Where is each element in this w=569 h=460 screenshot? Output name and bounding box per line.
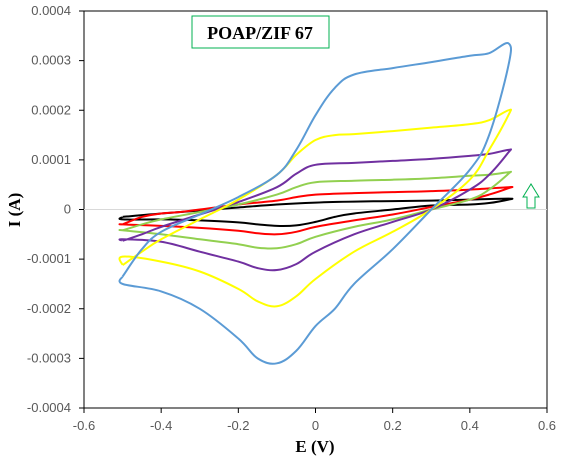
y-tick-label: -0.0001 [27,251,71,266]
series-layer [118,41,514,365]
y-tick-label: 0.0002 [31,102,71,117]
y-axis-ticks: 0.0004 0.0003 0.0002 0.0001 0 -0.0001 -0.0002 -… [27,3,84,415]
y-tick-label: 0.0003 [31,53,71,68]
y-tick-label: -0.0004 [27,400,71,415]
up-arrow-icon [522,183,540,209]
x-tick-label: 0.4 [461,418,479,433]
y-tick-label: 0.0004 [31,3,71,18]
cv-curve-3 [118,170,513,250]
legend-box: POAP/ZIF 67 [191,15,330,49]
cv-curve-4 [118,148,513,272]
chart-title: POAP/ZIF 67 [207,23,313,43]
x-axis-title: E (V) [295,437,334,456]
y-tick-label: 0 [64,202,71,217]
x-tick-label: -0.4 [150,418,172,433]
x-axis-ticks: -0.6 -0.4 -0.2 0 0.2 0.4 0.6 [73,408,556,433]
y-axis-title: I (A) [5,193,24,227]
x-tick-label: 0.2 [384,418,402,433]
x-tick-label: -0.2 [227,418,249,433]
y-tick-label: -0.0003 [27,350,71,365]
y-tick-label: 0.0001 [31,152,71,167]
cv-curve-6 [118,41,513,365]
y-tick-label: -0.0002 [27,301,71,316]
cv-curve-1 [118,197,514,228]
x-tick-label: -0.6 [73,418,95,433]
x-tick-label: 0 [312,418,319,433]
x-tick-label: 0.6 [538,418,556,433]
